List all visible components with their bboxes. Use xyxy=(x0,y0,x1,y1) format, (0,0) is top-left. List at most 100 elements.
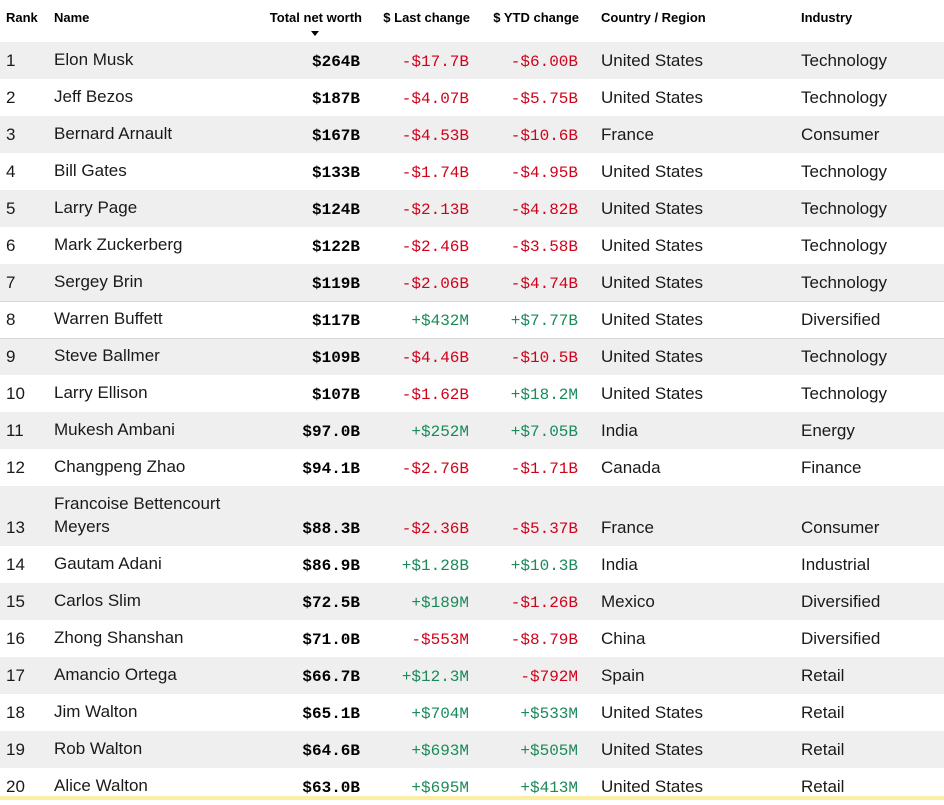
ytd-change-cell: -$10.6B xyxy=(510,127,578,145)
last-change-cell: -$4.53B xyxy=(401,127,469,145)
ytd-change-cell: +$18.2M xyxy=(510,386,578,404)
name-cell[interactable]: Bill Gates xyxy=(54,161,127,180)
name-cell[interactable]: Larry Page xyxy=(54,198,138,217)
name-cell[interactable]: Larry Ellison xyxy=(54,383,148,402)
name-cell[interactable]: Steve Ballmer xyxy=(54,346,160,365)
rank-cell: 20 xyxy=(6,777,25,796)
country-cell: United States xyxy=(601,703,704,722)
name-cell[interactable]: Carlos Slim xyxy=(54,591,141,610)
last-change-cell: -$1.62B xyxy=(401,386,469,404)
country-cell: Spain xyxy=(601,666,645,685)
total-net-worth-cell: $64.6B xyxy=(302,742,360,760)
table-row[interactable]: 8 Warren Buffett $117B +$432M +$7.77B United … xyxy=(0,301,944,338)
ytd-change-cell: -$1.26B xyxy=(510,594,578,612)
bottom-highlight-bar xyxy=(0,796,944,800)
name-cell[interactable]: Jim Walton xyxy=(54,702,138,721)
name-cell[interactable]: Changpeng Zhao xyxy=(54,457,186,476)
rank-cell: 1 xyxy=(6,51,16,70)
last-change-cell: +$432M xyxy=(411,312,469,330)
industry-cell: Diversified xyxy=(801,629,881,648)
table-row[interactable]: 7 Sergey Brin $119B -$2.06B -$4.74B United St… xyxy=(0,264,944,301)
rank-cell: 10 xyxy=(6,384,25,403)
ytd-change-cell: -$10.5B xyxy=(510,349,578,367)
name-cell[interactable]: Gautam Adani xyxy=(54,554,162,573)
ytd-change-cell: -$4.82B xyxy=(510,201,578,219)
country-cell: United States xyxy=(601,777,704,796)
name-cell[interactable]: Elon Musk xyxy=(54,50,134,69)
header-country-region[interactable]: Country / Region xyxy=(601,10,706,25)
total-net-worth-cell: $86.9B xyxy=(302,557,360,575)
table-row[interactable]: 1 Elon Musk $264B -$17.7B -$6.00B United Stat… xyxy=(0,42,944,79)
table-row[interactable]: 11 Mukesh Ambani $97.0B +$252M +$7.05B India E… xyxy=(0,412,944,449)
table-row[interactable]: 4 Bill Gates $133B -$1.74B -$4.95B United Sta… xyxy=(0,153,944,190)
name-cell[interactable]: Bernard Arnault xyxy=(54,124,173,143)
table-row[interactable]: 17 Amancio Ortega $66.7B +$12.3M -$792M Spain… xyxy=(0,657,944,694)
name-cell[interactable]: Mark Zuckerberg xyxy=(54,235,183,254)
industry-cell: Retail xyxy=(801,777,845,796)
name-cell[interactable]: Francoise Bettencourt Meyers xyxy=(54,492,220,538)
name-cell[interactable]: Amancio Ortega xyxy=(54,665,177,684)
name-cell[interactable]: Rob Walton xyxy=(54,739,143,758)
ytd-change-cell: +$10.3B xyxy=(510,557,578,575)
country-cell: United States xyxy=(601,347,704,366)
total-net-worth-cell: $264B xyxy=(311,53,360,71)
name-cell[interactable]: Alice Walton xyxy=(54,776,148,795)
industry-cell: Industrial xyxy=(801,555,870,574)
last-change-cell: +$189M xyxy=(411,594,469,612)
name-cell[interactable]: Sergey Brin xyxy=(54,272,143,291)
name-line: Meyers xyxy=(54,517,110,536)
table-row[interactable]: 9 Steve Ballmer $109B -$4.46B -$10.5B United … xyxy=(0,338,944,375)
header-ytd-change[interactable]: $ YTD change xyxy=(493,10,579,25)
billionaires-table-body: 1 Elon Musk $264B -$17.7B -$6.00B United Stat… xyxy=(0,42,944,805)
header-total-net-worth[interactable]: Total net worth xyxy=(269,10,362,25)
last-change-cell: -$2.06B xyxy=(401,275,469,293)
table-row[interactable]: 13 Francoise Bettencourt Meyers $88.3B -$2.3… xyxy=(0,486,944,546)
ytd-change-cell: -$792M xyxy=(520,668,578,686)
ytd-change-cell: -$3.58B xyxy=(510,238,578,256)
table-row[interactable]: 6 Mark Zuckerberg $122B -$2.46B -$3.58B Unite… xyxy=(0,227,944,264)
name-cell[interactable]: Warren Buffett xyxy=(54,309,163,328)
last-change-cell: +$1.28B xyxy=(401,557,469,575)
last-change-cell: +$12.3M xyxy=(401,668,469,686)
rank-cell: 18 xyxy=(6,703,25,722)
table-row[interactable]: 19 Rob Walton $64.6B +$693M +$505M United Sta… xyxy=(0,731,944,768)
table-row[interactable]: 18 Jim Walton $65.1B +$704M +$533M United Sta… xyxy=(0,694,944,731)
ytd-change-cell: -$1.71B xyxy=(510,460,578,478)
table-row[interactable]: 20 Alice Walton $63.0B +$695M +$413M United S… xyxy=(0,768,944,805)
total-net-worth-cell: $124B xyxy=(311,201,360,219)
header-industry[interactable]: Industry xyxy=(801,10,853,25)
table-row[interactable]: 14 Gautam Adani $86.9B +$1.28B +$10.3B India I… xyxy=(0,546,944,583)
industry-cell: Technology xyxy=(801,51,888,70)
table-row[interactable]: 2 Jeff Bezos $187B -$4.07B -$5.75B United Sta… xyxy=(0,79,944,116)
sort-down-icon[interactable] xyxy=(311,31,319,36)
name-cell[interactable]: Jeff Bezos xyxy=(54,87,134,106)
table-row[interactable]: 16 Zhong Shanshan $71.0B -$553M -$8.79B China… xyxy=(0,620,944,657)
ytd-change-cell: +$413M xyxy=(520,779,578,797)
ytd-change-cell: +$533M xyxy=(520,705,578,723)
name-cell[interactable]: Mukesh Ambani xyxy=(54,420,175,439)
table-row[interactable]: 12 Changpeng Zhao $94.1B -$2.76B -$1.71B Cana… xyxy=(0,449,944,486)
name-cell[interactable]: Zhong Shanshan xyxy=(54,628,184,647)
total-net-worth-cell: $119B xyxy=(311,275,360,293)
table-row[interactable]: 3 Bernard Arnault $167B -$4.53B -$10.6B Franc… xyxy=(0,116,944,153)
total-net-worth-cell: $65.1B xyxy=(302,705,360,723)
header-name[interactable]: Name xyxy=(54,10,90,25)
country-cell: China xyxy=(601,629,646,648)
last-change-cell: -$2.46B xyxy=(401,238,469,256)
last-change-cell: -$2.13B xyxy=(401,201,469,219)
total-net-worth-cell: $122B xyxy=(311,238,360,256)
industry-cell: Diversified xyxy=(801,310,881,329)
table-row[interactable]: 5 Larry Page $124B -$2.13B -$4.82B United Sta… xyxy=(0,190,944,227)
total-net-worth-cell: $117B xyxy=(311,312,360,330)
industry-cell: Technology xyxy=(801,236,888,255)
header-last-change[interactable]: $ Last change xyxy=(383,10,470,25)
country-cell: France xyxy=(601,125,654,144)
rank-cell: 11 xyxy=(6,421,24,440)
industry-cell: Retail xyxy=(801,703,845,722)
rank-cell: 2 xyxy=(6,88,16,107)
industry-cell: Technology xyxy=(801,199,888,218)
table-row[interactable]: 15 Carlos Slim $72.5B +$189M -$1.26B Mexico Di… xyxy=(0,583,944,620)
header-rank[interactable]: Rank xyxy=(6,10,38,25)
total-net-worth-cell: $66.7B xyxy=(302,668,360,686)
table-row[interactable]: 10 Larry Ellison $107B -$1.62B +$18.2M United… xyxy=(0,375,944,412)
